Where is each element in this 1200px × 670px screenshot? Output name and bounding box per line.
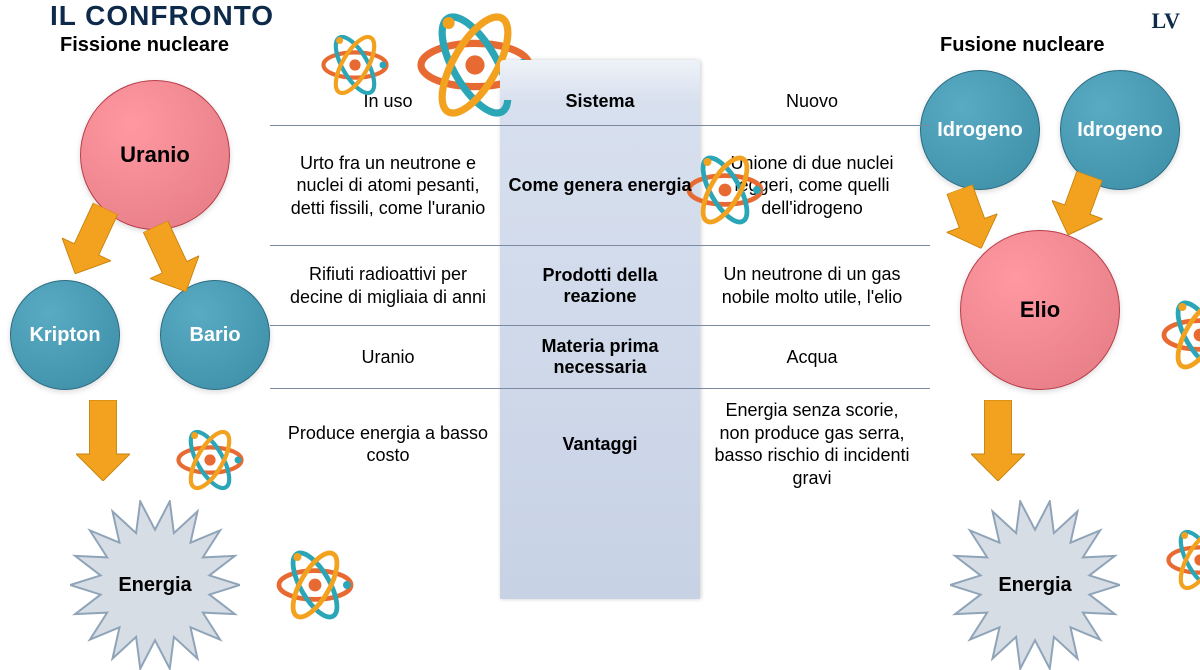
table-cell-left: Rifiuti radioattivi per decine di miglia… xyxy=(270,253,500,318)
atom-icon xyxy=(1165,525,1200,600)
arrow-icon xyxy=(967,400,1026,481)
comparison-table: In uso Sistema Nuovo Urto fra un neutron… xyxy=(270,78,930,499)
idrogeno-1-label: Idrogeno xyxy=(937,119,1023,142)
table-cell-mid: Vantaggi xyxy=(500,424,700,465)
energy-left-label: Energia xyxy=(118,574,191,597)
bario-label: Bario xyxy=(189,324,240,347)
idrogeno-node-1: Idrogeno xyxy=(920,70,1040,190)
atom-icon xyxy=(1160,295,1200,380)
atom-icon xyxy=(175,425,245,500)
page-title: IL CONFRONTO xyxy=(50,0,274,32)
watermark: LV xyxy=(1151,8,1180,34)
table-cell-right: Acqua xyxy=(700,336,930,379)
bario-node: Bario xyxy=(160,280,270,390)
fusion-section-title: Fusione nucleare xyxy=(940,34,1105,57)
table-cell-left: Uranio xyxy=(270,336,500,379)
kripton-node: Kripton xyxy=(10,280,120,390)
elio-node: Elio xyxy=(960,230,1120,390)
table-cell-left: Urto fra un neutrone e nuclei di atomi p… xyxy=(270,142,500,230)
atom-icon xyxy=(275,545,355,630)
idrogeno-2-label: Idrogeno xyxy=(1077,119,1163,142)
table-cell-mid: Sistema xyxy=(500,81,700,122)
table-cell-mid: Materia prima necessaria xyxy=(500,326,700,388)
table-row: Urto fra un neutrone e nuclei di atomi p… xyxy=(270,126,930,246)
fission-section-title: Fissione nucleare xyxy=(60,34,229,57)
energy-burst-left: Energia xyxy=(70,500,240,670)
uranium-label: Uranio xyxy=(120,142,190,168)
table-cell-mid: Come genera energia xyxy=(500,165,700,206)
table-cell-right: Nuovo xyxy=(700,80,930,123)
table-cell-right: Un neutrone di un gas nobile molto utile… xyxy=(700,253,930,318)
elio-label: Elio xyxy=(1020,297,1060,323)
table-row: Uranio Materia prima necessaria Acqua xyxy=(270,326,930,389)
table-cell-mid: Prodotti della reazione xyxy=(500,255,700,317)
table-cell-left: Produce energia a basso costo xyxy=(270,412,500,477)
energy-right-label: Energia xyxy=(998,574,1071,597)
kripton-label: Kripton xyxy=(29,324,100,347)
table-cell-right: Energia senza scorie, non produce gas se… xyxy=(700,389,930,499)
energy-burst-right: Energia xyxy=(950,500,1120,670)
atom-icon xyxy=(320,30,390,105)
table-row: Produce energia a basso costo Vantaggi E… xyxy=(270,389,930,499)
table-row: Rifiuti radioattivi per decine di miglia… xyxy=(270,246,930,326)
arrow-icon xyxy=(72,400,131,481)
